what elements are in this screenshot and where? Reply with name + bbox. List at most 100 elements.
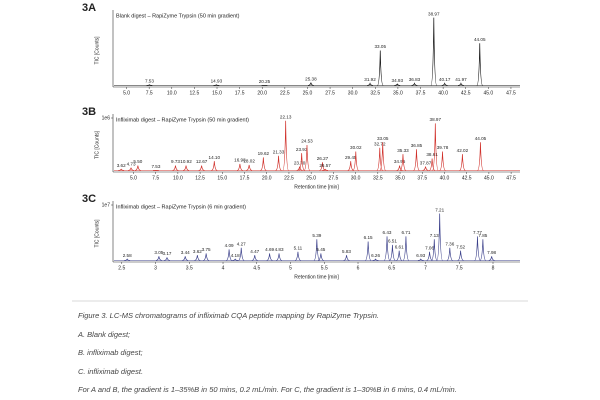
peak-label: 4.47 (250, 249, 259, 254)
peak-label: 34.95 (394, 159, 406, 164)
peak (183, 165, 189, 171)
x-tick-label: 6 (357, 265, 360, 271)
x-tick-label: 47.5 (506, 175, 516, 181)
panel-label: 3A (82, 2, 96, 14)
x-tick-label: 17.5 (240, 175, 250, 181)
x-tick-label: 25.0 (303, 90, 313, 96)
x-tick-label: 5.5 (321, 265, 328, 271)
peak-label: 23.93 (296, 147, 308, 152)
peak (128, 167, 134, 171)
caption-title: Figure 3. LC-MS chromatograms of inflixi… (78, 311, 379, 320)
peak (282, 120, 289, 171)
peak (446, 247, 453, 261)
peak (389, 244, 396, 261)
peak (347, 161, 354, 171)
peak-label: 4.83 (275, 247, 284, 252)
peak (124, 258, 131, 261)
peak (275, 155, 282, 171)
peak-label: 24.53 (301, 139, 313, 144)
peak-label: 7.21 (435, 207, 444, 212)
peak-label: 23.70 (294, 160, 306, 165)
x-tick-label: 30.0 (348, 90, 358, 96)
peak-label: 2.58 (123, 253, 132, 258)
peak-label: 41.97 (455, 77, 467, 82)
peak (238, 247, 245, 261)
peak-label: 19.62 (258, 151, 270, 156)
peak (436, 213, 443, 261)
peak-label: 9.73 (171, 159, 180, 164)
peak (164, 257, 170, 261)
x-tick-label: 3.5 (186, 265, 193, 271)
peak (411, 82, 418, 86)
peak-label: 5.50 (133, 159, 142, 164)
x-tick-label: 3 (154, 265, 157, 271)
x-tick-label: 32.5 (370, 90, 380, 96)
x-tick-label: 32.5 (373, 175, 383, 181)
panel-label: 3B (82, 106, 96, 118)
peak (298, 153, 305, 171)
peak-label: 34.93 (392, 78, 404, 83)
peak (352, 151, 359, 171)
x-tick-label: 40.0 (438, 90, 448, 96)
peak-label: 35.33 (397, 148, 409, 153)
x-axis-label: Retention time [min] (294, 274, 339, 280)
peak-label: 5.11 (294, 245, 303, 250)
peak-label: 36.85 (411, 143, 423, 148)
peak (474, 236, 481, 261)
peak-label: 7.36 (445, 241, 454, 246)
peak-label: 44.05 (475, 136, 487, 141)
peak-label: 6.51 (388, 239, 397, 244)
x-tick-label: 47.5 (506, 90, 516, 96)
peak (477, 142, 484, 171)
peak (402, 236, 410, 261)
peak-label: 4.09 (225, 243, 234, 248)
peak (198, 165, 205, 171)
peak-label: 10.92 (180, 159, 192, 164)
peak (396, 250, 403, 261)
peak (194, 255, 201, 261)
x-tick-label: 22.5 (284, 175, 294, 181)
peak (396, 165, 403, 171)
peak-label: 6.93 (416, 253, 425, 258)
peak (134, 165, 141, 171)
peak-label: 14.93 (211, 79, 223, 84)
peak (343, 255, 350, 261)
x-tick-label: 2.5 (118, 265, 125, 271)
x-tick-label: 27.5 (325, 90, 335, 96)
peak (213, 84, 220, 86)
x-tick-label: 10.0 (173, 175, 183, 181)
peak (246, 164, 253, 171)
peak-label: 7.85 (478, 233, 487, 238)
peak-label: 31.92 (364, 77, 376, 82)
x-tick-label: 8 (492, 265, 495, 271)
x-tick-label: 17.5 (235, 90, 245, 96)
caption-item: B. infliximab digest; (78, 348, 143, 357)
x-axis-label: Retention time [min] (294, 184, 339, 190)
panel-label: 3C (82, 193, 96, 205)
peak-label: 44.05 (474, 37, 486, 42)
peak-label: 30.02 (350, 145, 362, 150)
peak-label: 38.61 (426, 152, 438, 157)
peak-label: 14.10 (209, 155, 221, 160)
x-tick-label: 42.5 (462, 175, 472, 181)
peak-label: 3.17 (163, 251, 172, 256)
peak (276, 253, 282, 261)
peak-label: 7.06 (425, 245, 434, 250)
peak (429, 158, 436, 171)
peak-label: 7.53 (145, 79, 154, 84)
peak (313, 239, 320, 261)
chart-title: Infliximab digest – RapiZyme Trypsin (6 … (116, 204, 246, 210)
x-tick-label: 30.0 (351, 175, 361, 181)
peak-label: 25.38 (305, 76, 317, 81)
x-tick-label: 35.0 (393, 90, 403, 96)
peak-label: 26.27 (317, 156, 329, 161)
peak (458, 82, 464, 86)
peak-label: 5.39 (312, 233, 321, 238)
x-tick-label: 4 (222, 265, 225, 271)
peak (294, 251, 301, 261)
peak-label: 37.87 (420, 160, 432, 165)
peak-label: 39.78 (437, 145, 449, 150)
x-tick-label: 22.5 (280, 90, 290, 96)
peak (232, 258, 239, 261)
peak (377, 50, 384, 86)
